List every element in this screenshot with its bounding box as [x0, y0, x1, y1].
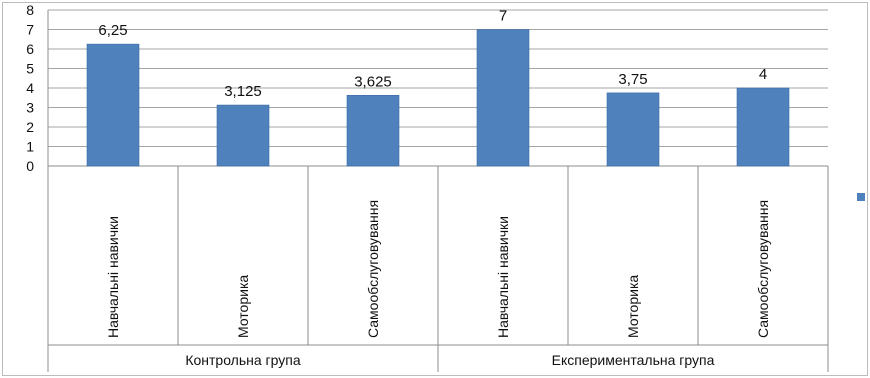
bar-4 [476, 29, 530, 167]
data-label: 3,625 [354, 73, 392, 90]
category-label: Навчальні навички [495, 216, 511, 338]
category-label: Моторика [625, 275, 641, 338]
y-tick-label: 2 [26, 119, 34, 135]
data-label: 3,75 [618, 71, 647, 88]
y-tick-label: 6 [26, 41, 34, 57]
group-label: Контрольна група [185, 352, 301, 368]
data-label: 4 [759, 66, 767, 83]
group-label: Експериментальна група [552, 352, 715, 368]
bar-1 [86, 43, 140, 167]
data-label: 3,125 [224, 83, 262, 100]
category-label: Навчальні навички [105, 216, 121, 338]
y-tick-label: 4 [26, 80, 34, 96]
category-label: Моторика [235, 275, 251, 338]
bar-3 [346, 95, 400, 167]
data-label: 6,25 [98, 22, 127, 39]
y-tick-label: 0 [26, 158, 34, 174]
y-tick-label: 1 [26, 139, 34, 155]
bar-2 [216, 104, 270, 167]
bar-5 [606, 92, 660, 167]
category-label: Самообслуговування [365, 200, 381, 338]
y-tick-label: 5 [26, 61, 34, 77]
y-tick-label: 8 [26, 2, 34, 18]
category-label: Самообслуговування [755, 200, 771, 338]
y-tick-label: 7 [26, 22, 34, 38]
legend-marker [857, 193, 865, 201]
bar-6 [736, 87, 790, 167]
y-tick-label: 3 [26, 100, 34, 116]
data-label: 7 [499, 8, 507, 25]
